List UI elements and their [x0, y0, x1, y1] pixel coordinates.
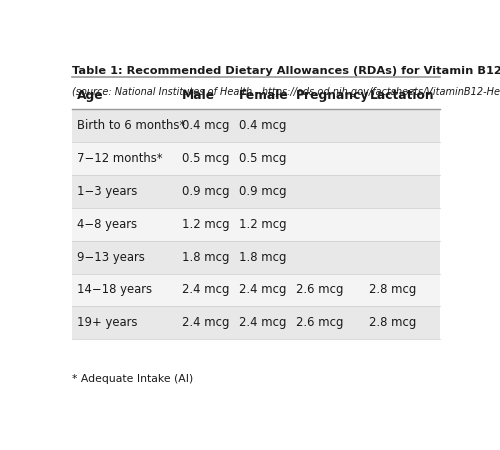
Text: Table 1: Recommended Dietary Allowances (RDAs) for Vitamin B12: Table 1: Recommended Dietary Allowances …	[72, 66, 500, 76]
Text: Lactation: Lactation	[370, 89, 434, 102]
Bar	[72, 241, 440, 274]
Text: * Adequate Intake (AI): * Adequate Intake (AI)	[72, 374, 194, 384]
Text: 2.4 mcg: 2.4 mcg	[182, 284, 229, 297]
Bar	[72, 81, 440, 109]
Text: 1.8 mcg: 1.8 mcg	[239, 251, 286, 264]
Text: 0.4 mcg: 0.4 mcg	[239, 119, 286, 132]
Text: Birth to 6 months*: Birth to 6 months*	[77, 119, 185, 132]
Bar	[72, 175, 440, 208]
Text: 19+ years: 19+ years	[77, 316, 137, 329]
Text: 1.8 mcg: 1.8 mcg	[182, 251, 229, 264]
Text: 2.4 mcg: 2.4 mcg	[239, 316, 286, 329]
Text: Age: Age	[77, 89, 104, 102]
Bar	[72, 109, 440, 142]
Bar	[72, 208, 440, 241]
Text: Female: Female	[239, 89, 288, 102]
Text: 1.2 mcg: 1.2 mcg	[182, 218, 230, 231]
Bar	[72, 274, 440, 306]
Text: 0.9 mcg: 0.9 mcg	[182, 185, 230, 198]
Text: 2.8 mcg: 2.8 mcg	[370, 316, 416, 329]
Text: 14−18 years: 14−18 years	[77, 284, 152, 297]
Bar	[72, 306, 440, 339]
Text: 0.5 mcg: 0.5 mcg	[239, 152, 286, 165]
Text: 2.4 mcg: 2.4 mcg	[239, 284, 286, 297]
Text: 2.8 mcg: 2.8 mcg	[370, 284, 416, 297]
Text: 0.9 mcg: 0.9 mcg	[239, 185, 286, 198]
Text: 7−12 months*: 7−12 months*	[77, 152, 162, 165]
Text: 2.6 mcg: 2.6 mcg	[296, 284, 343, 297]
Text: Male: Male	[182, 89, 215, 102]
Text: 9−13 years: 9−13 years	[77, 251, 144, 264]
Text: 4−8 years: 4−8 years	[77, 218, 137, 231]
Text: 2.4 mcg: 2.4 mcg	[182, 316, 229, 329]
Text: (source: National Institutes of Health - https://ods.od.nih.gov/factsheets/Vitam: (source: National Institutes of Health -…	[72, 87, 500, 97]
Text: 2.6 mcg: 2.6 mcg	[296, 316, 343, 329]
Text: 0.4 mcg: 0.4 mcg	[182, 119, 229, 132]
Text: Pregnancy: Pregnancy	[296, 89, 369, 102]
Bar	[72, 142, 440, 175]
Text: 1−3 years: 1−3 years	[77, 185, 137, 198]
Text: 0.5 mcg: 0.5 mcg	[182, 152, 229, 165]
Text: 1.2 mcg: 1.2 mcg	[239, 218, 286, 231]
